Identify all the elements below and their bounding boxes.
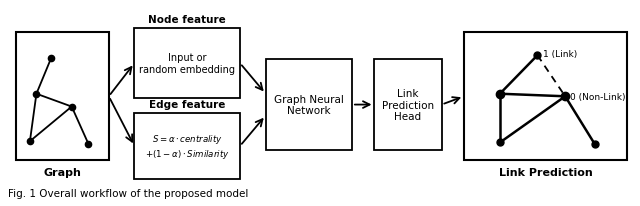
FancyBboxPatch shape — [16, 33, 109, 161]
Text: Link
Prediction
Head: Link Prediction Head — [382, 89, 434, 122]
FancyBboxPatch shape — [266, 60, 352, 150]
Text: Edge feature: Edge feature — [149, 99, 225, 109]
Text: Graph: Graph — [44, 167, 81, 177]
Text: Link Prediction: Link Prediction — [499, 167, 593, 177]
FancyBboxPatch shape — [134, 113, 240, 179]
Text: Graph Neural
Network: Graph Neural Network — [274, 94, 344, 116]
FancyBboxPatch shape — [134, 29, 240, 99]
FancyBboxPatch shape — [374, 60, 442, 150]
Text: Fig. 1 Overall workflow of the proposed model: Fig. 1 Overall workflow of the proposed … — [8, 188, 248, 198]
Text: $S = \alpha \cdot centrality$
$+(1-\alpha) \cdot Similarity$: $S = \alpha \cdot centrality$ $+(1-\alph… — [145, 132, 230, 160]
Text: Input or
random embedding: Input or random embedding — [140, 53, 236, 75]
Text: Node feature: Node feature — [148, 15, 226, 25]
Text: 1 (Link): 1 (Link) — [543, 49, 577, 58]
Text: 0 (Non-Link): 0 (Non-Link) — [570, 92, 626, 101]
FancyBboxPatch shape — [464, 33, 627, 161]
